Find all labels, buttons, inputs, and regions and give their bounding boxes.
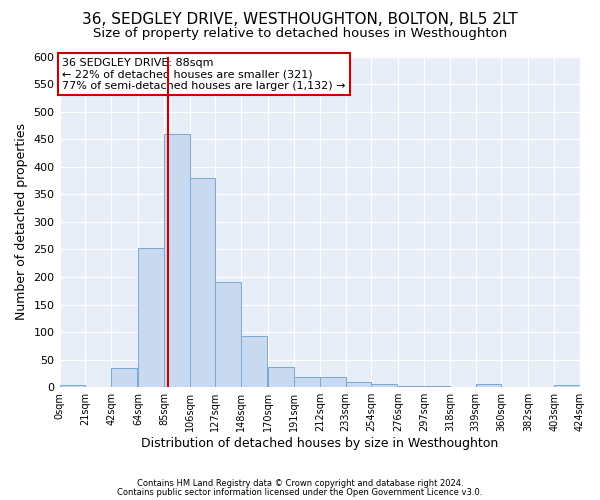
Bar <box>294 376 320 387</box>
Text: Size of property relative to detached houses in Westhoughton: Size of property relative to detached ho… <box>93 28 507 40</box>
Text: 36, SEDGLEY DRIVE, WESTHOUGHTON, BOLTON, BL5 2LT: 36, SEDGLEY DRIVE, WESTHOUGHTON, BOLTON,… <box>82 12 518 28</box>
Bar <box>346 382 371 387</box>
Bar <box>424 386 450 387</box>
Bar <box>398 386 424 387</box>
Text: Contains public sector information licensed under the Open Government Licence v3: Contains public sector information licen… <box>118 488 482 497</box>
Bar <box>371 384 397 387</box>
Y-axis label: Number of detached properties: Number of detached properties <box>15 124 28 320</box>
Bar <box>554 385 580 387</box>
Bar <box>59 385 85 387</box>
Bar <box>215 282 241 387</box>
Bar <box>241 336 267 387</box>
Bar <box>111 368 137 387</box>
Bar <box>190 178 215 387</box>
X-axis label: Distribution of detached houses by size in Westhoughton: Distribution of detached houses by size … <box>141 437 499 450</box>
Bar <box>164 134 190 387</box>
Text: Contains HM Land Registry data © Crown copyright and database right 2024.: Contains HM Land Registry data © Crown c… <box>137 478 463 488</box>
Text: 36 SEDGLEY DRIVE: 88sqm
← 22% of detached houses are smaller (321)
77% of semi-d: 36 SEDGLEY DRIVE: 88sqm ← 22% of detache… <box>62 58 346 91</box>
Bar <box>138 248 164 387</box>
Bar <box>320 376 346 387</box>
Bar <box>476 384 502 387</box>
Bar <box>268 367 294 387</box>
